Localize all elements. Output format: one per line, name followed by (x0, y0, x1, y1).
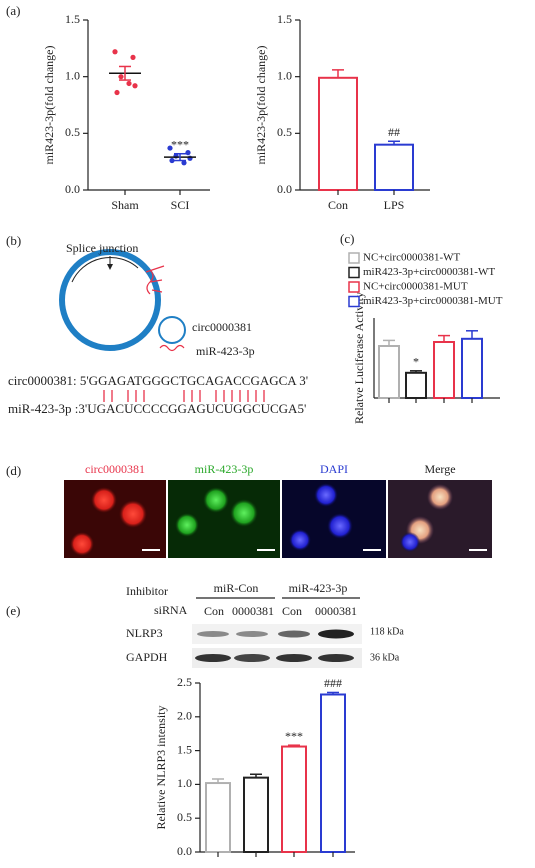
splice-label: Splice junction (66, 241, 138, 255)
data-point (181, 160, 187, 166)
legend-label: NC+circ0000381-WT (363, 252, 461, 264)
y-tick-label: 1.5 (277, 12, 292, 26)
y-axis-label: Relative NLRP3 intensity (154, 706, 168, 830)
y-axis-label: Relatve Luciferase Activity (352, 292, 366, 424)
blot-label: Inhibitor (126, 584, 168, 598)
data-point (130, 54, 136, 61)
data-point (169, 157, 175, 164)
mir-label: miR-423-3p (196, 344, 255, 358)
legend-swatch (348, 281, 360, 293)
circrna-diagram (59, 249, 186, 352)
legend-swatch (348, 295, 360, 308)
channel-label: DAPI (320, 462, 348, 476)
bar (281, 745, 307, 854)
data-point (126, 80, 132, 87)
legend-label: miR423-3p+circ0000381-MUT (363, 295, 503, 307)
y-tick-label: 0.5 (177, 810, 192, 824)
sequence: miR-423-3p :3'UGACUCCCCGGAGUCUGGCUCGA5' (8, 401, 306, 416)
data-point (167, 145, 173, 151)
y-tick-label: 2.5 (177, 675, 192, 689)
channel-label: circ0000381 (85, 462, 145, 476)
y-tick-label: 0.5 (65, 125, 80, 139)
data-point (114, 89, 120, 96)
y-tick-label: 2.0 (177, 709, 192, 723)
blot-group: miR-Con (214, 581, 259, 595)
y-tick-label: 0.0 (177, 844, 192, 858)
panel-label: (b) (6, 233, 21, 248)
y-tick-label: 1.5 (177, 742, 192, 756)
bar (405, 371, 427, 399)
protein-label: GAPDH (126, 650, 168, 664)
legend-swatch (348, 266, 360, 279)
size-label: 36 kDa (370, 652, 400, 663)
sequence: circ0000381: 5'GGAGATGGGCTGCAGACCGAGCA 3… (8, 373, 308, 388)
lane-label: 0000381 (315, 604, 357, 618)
significance: *** (171, 137, 189, 151)
bar (374, 143, 414, 192)
base-pairs (103, 390, 265, 402)
y-axis-label: miR423-3p(fold change) (42, 46, 56, 165)
blot-group: miR-423-3p (289, 581, 348, 595)
x-tick-label: Sham (111, 198, 139, 212)
y-tick-label: 1.5 (65, 12, 80, 26)
y-tick-label: 0.0 (65, 182, 80, 196)
x-tick-label: Con (328, 198, 348, 212)
legend-label: NC+circ0000381-MUT (363, 281, 468, 293)
y-tick-label: 1.0 (277, 68, 292, 82)
data-point (112, 49, 118, 55)
bar (433, 341, 455, 399)
data-point (185, 150, 191, 156)
bar (243, 776, 269, 854)
blot-bands (192, 624, 362, 668)
significance: ## (388, 125, 400, 139)
y-tick-label: 0.5 (277, 125, 292, 139)
protein-label: NLRP3 (126, 626, 163, 640)
panel-label: (c) (340, 231, 354, 246)
significance: ### (324, 676, 342, 690)
lane-label: 0000381 (232, 604, 274, 618)
x-tick-label: SCI (171, 198, 190, 212)
y-tick-label: 1.0 (177, 776, 192, 790)
bar (461, 337, 483, 399)
channel-label: Merge (424, 462, 455, 476)
x-tick-label: LPS (384, 198, 405, 212)
data-point (132, 83, 138, 89)
data-point (118, 74, 124, 80)
panel-label: (e) (6, 603, 20, 618)
significance: * (413, 355, 419, 369)
bar (320, 693, 346, 853)
lane-label: Con (204, 604, 224, 618)
y-tick-label: 0.0 (277, 182, 292, 196)
microscopy (64, 480, 492, 558)
y-tick-label: 1.0 (65, 68, 80, 82)
bar (205, 782, 231, 853)
y-axis-label: miR423-3p(fold change) (254, 46, 268, 165)
channel-label: miR-423-3p (195, 462, 254, 476)
significance: *** (285, 729, 303, 743)
size-label: 118 kDa (370, 626, 404, 637)
panel-label: (d) (6, 463, 21, 478)
legend-swatch (348, 252, 360, 264)
lane-label: Con (282, 604, 302, 618)
legend-label: miR423-3p+circ0000381-WT (363, 266, 495, 278)
bar (378, 345, 400, 399)
circ-label: circ0000381 (192, 320, 252, 334)
blot-label: siRNA (154, 603, 188, 617)
panel-label: (a) (6, 3, 20, 18)
bar (318, 76, 358, 191)
